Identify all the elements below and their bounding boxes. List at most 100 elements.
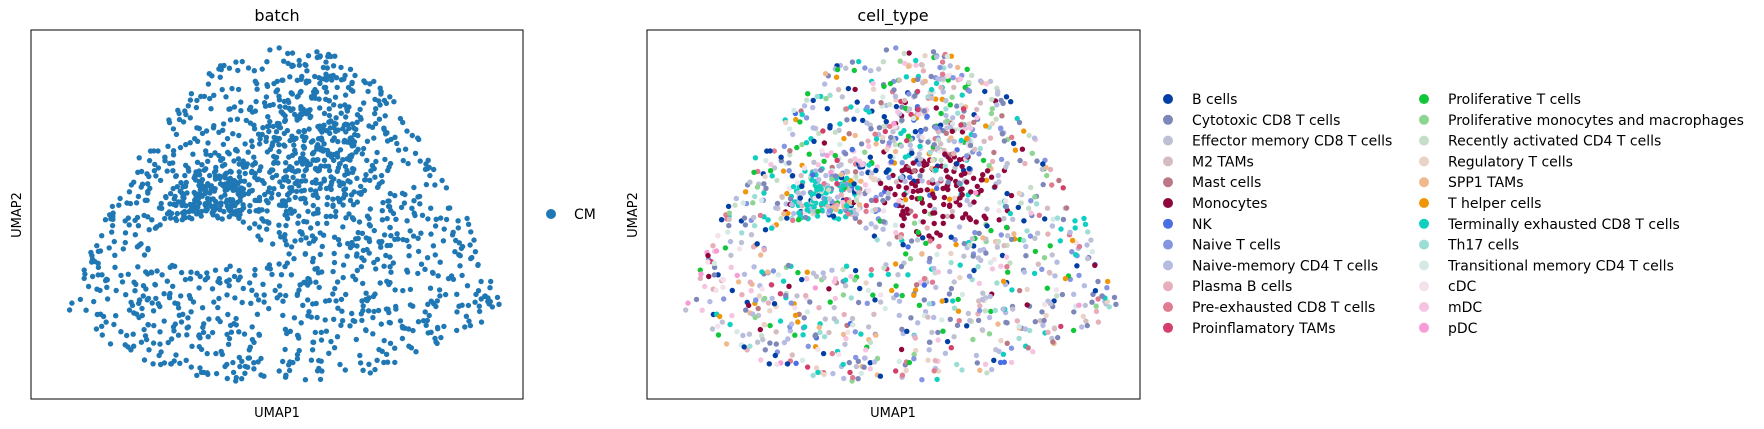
cell-type-point [748, 288, 754, 294]
batch-point [159, 272, 165, 278]
cell-type-point [1021, 269, 1027, 275]
batch-point [314, 314, 320, 321]
batch-point [227, 117, 234, 123]
cell-type-point [991, 357, 997, 363]
cell-type-point [814, 213, 821, 219]
batch-point [233, 374, 239, 381]
cell-type-point [1024, 228, 1030, 234]
cell-type-point [975, 264, 981, 270]
cell-type-point [934, 185, 940, 192]
batch-point [166, 292, 173, 299]
batch-point [290, 174, 296, 181]
batch-point [431, 166, 437, 173]
cell-type-point [821, 371, 827, 377]
batch-point [363, 290, 369, 296]
batch-point [136, 155, 142, 161]
batch-point [303, 200, 309, 206]
cell-type-point [813, 365, 820, 371]
batch-point [193, 172, 200, 178]
cell-type-legend-entry: Transitional memory CD4 T cells [1419, 258, 1674, 274]
batch-point [298, 237, 304, 243]
batch-point [424, 317, 430, 324]
batch-ylabel: UMAP2 [10, 192, 25, 238]
batch-point [471, 237, 477, 243]
batch-point [393, 306, 399, 312]
batch-point [254, 80, 260, 87]
batch-point [415, 319, 422, 325]
cell-type-point [1003, 94, 1010, 100]
cell-type-point [762, 295, 768, 302]
batch-point [333, 298, 339, 304]
cell-type-point [996, 217, 1002, 223]
batch-point [381, 232, 388, 238]
cell-type-point [942, 163, 948, 169]
batch-point [236, 174, 243, 180]
batch-point [83, 307, 89, 313]
cell-type-point [899, 117, 905, 123]
batch-point [344, 253, 350, 259]
batch-point [170, 152, 177, 158]
batch-point [157, 361, 164, 368]
batch-point [292, 238, 298, 244]
cell-type-point [821, 334, 828, 340]
cell-type-point [785, 262, 792, 269]
batch-point [454, 327, 460, 334]
batch-point [404, 269, 411, 275]
batch-point [289, 63, 295, 70]
batch-point [326, 98, 332, 104]
cell-type-point [959, 114, 966, 120]
batch-point [210, 196, 216, 202]
batch-point [342, 92, 349, 98]
batch-point [404, 128, 410, 134]
cell-type-point [896, 183, 902, 190]
cell-type-point [948, 259, 954, 266]
cell-type-point [768, 161, 774, 168]
cell-type-point [852, 215, 859, 221]
cell-type-point [962, 211, 969, 217]
cell-type-point [900, 242, 906, 248]
cell-type-point [858, 178, 864, 184]
batch-point [337, 147, 344, 153]
batch-point [442, 291, 449, 298]
batch-point [205, 81, 212, 87]
cell-type-point [1045, 231, 1051, 237]
cell-type-point [919, 377, 925, 383]
batch-point [400, 157, 406, 164]
batch-point [146, 157, 153, 164]
cell-type-point [904, 137, 910, 144]
cell-type-point [785, 336, 791, 342]
batch-point [168, 336, 175, 342]
cell-type-point [836, 351, 842, 358]
batch-point [179, 210, 186, 216]
batch-point [209, 329, 216, 336]
batch-point [459, 272, 465, 279]
batch-point [236, 211, 242, 217]
cell-type-point [939, 298, 945, 304]
cell-type-legend-label: Proliferative monocytes and macrophages [1448, 113, 1744, 129]
batch-point [118, 272, 124, 279]
cell-type-point [848, 273, 854, 280]
cell-type-point [809, 177, 815, 183]
cell-type-point [872, 207, 879, 213]
cell-type-point [950, 115, 956, 121]
cell-type-point [957, 76, 964, 82]
batch-point [433, 339, 439, 345]
cell-type-point [911, 351, 917, 358]
batch-point [440, 238, 447, 244]
batch-point [331, 316, 337, 322]
batch-point [182, 183, 189, 189]
cell-type-point [1089, 249, 1096, 255]
cell-type-point [981, 138, 987, 144]
batch-point [366, 123, 372, 129]
cell-type-point [954, 161, 960, 167]
cell-type-point [1093, 303, 1099, 309]
batch-point [249, 187, 255, 194]
batch-point [305, 208, 311, 215]
batch-point [310, 238, 317, 244]
batch-point [467, 242, 473, 248]
cell-type-point [949, 94, 955, 100]
cell-type-point [773, 205, 779, 211]
batch-point [298, 106, 305, 113]
cell-type-point [1113, 301, 1119, 307]
cell-type-point [938, 176, 944, 182]
